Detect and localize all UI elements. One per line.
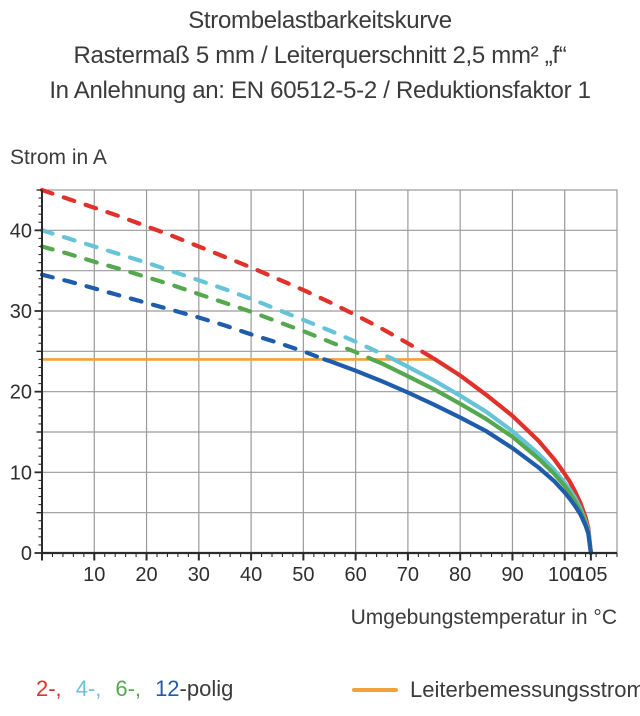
y-tick-label: 40 — [10, 220, 32, 242]
chart-title: Strombelastbarkeitskurve Rastermaß 5 mm … — [0, 3, 640, 108]
x-tick-label: 100 — [548, 564, 581, 586]
x-tick-label: 90 — [501, 564, 523, 586]
legend-item-4polig: 4-, — [75, 676, 102, 701]
legend-item-6polig: 6-, — [115, 676, 142, 701]
x-tick-label: 50 — [292, 564, 314, 586]
curve-12-polig-solid — [322, 357, 593, 556]
x-tick-label: 30 — [188, 564, 210, 586]
y-tick-label: 10 — [10, 462, 32, 484]
x-tick-label: 105 — [574, 564, 607, 586]
legend-item-12polig: 12 — [155, 676, 180, 701]
curve-2-polig-dashed — [39, 187, 437, 361]
y-tick-label: 30 — [10, 301, 32, 323]
x-tick-label: 70 — [397, 564, 419, 586]
curve-4-polig-solid — [390, 356, 593, 556]
curve-6-polig-dashed — [39, 244, 376, 363]
y-tick-label: 20 — [10, 382, 32, 404]
x-tick-label: 40 — [240, 564, 262, 586]
x-tick-label: 80 — [449, 564, 471, 586]
rated-current-line-swatch — [352, 688, 398, 692]
curve-4-polig-dashed — [39, 228, 395, 361]
y-tick-label: 0 — [21, 543, 32, 565]
x-tick-label: 20 — [135, 564, 157, 586]
x-tick-label: 10 — [83, 564, 105, 586]
x-axis-title: Umgebungstemperatur in °C — [350, 606, 617, 629]
x-tick-label: 60 — [345, 564, 367, 586]
plot-frame — [41, 189, 618, 554]
legend-polig: 2-, 4-, 6-, 12 -polig — [36, 676, 247, 702]
legend-item-2polig: 2-, — [36, 676, 62, 701]
curve-6-polig-solid — [371, 358, 593, 556]
legend-rated-current: Leiterbemessungsstrom — [352, 676, 640, 704]
rated-current-label: Leiterbemessungsstrom — [410, 677, 640, 702]
legend-item-polig-suffix: -polig — [179, 676, 234, 701]
chart-title-line-3: In Anlehnung an: EN 60512-5-2 / Reduktio… — [49, 77, 591, 104]
y-axis-title: Strom in A — [10, 146, 107, 169]
chart-title-line-2: Rastermaß 5 mm / Leiterquerschnitt 2,5 m… — [73, 42, 567, 69]
curve-12-polig-dashed — [39, 272, 327, 362]
chart-title-line-1: Strombelastbarkeitskurve — [188, 7, 452, 34]
